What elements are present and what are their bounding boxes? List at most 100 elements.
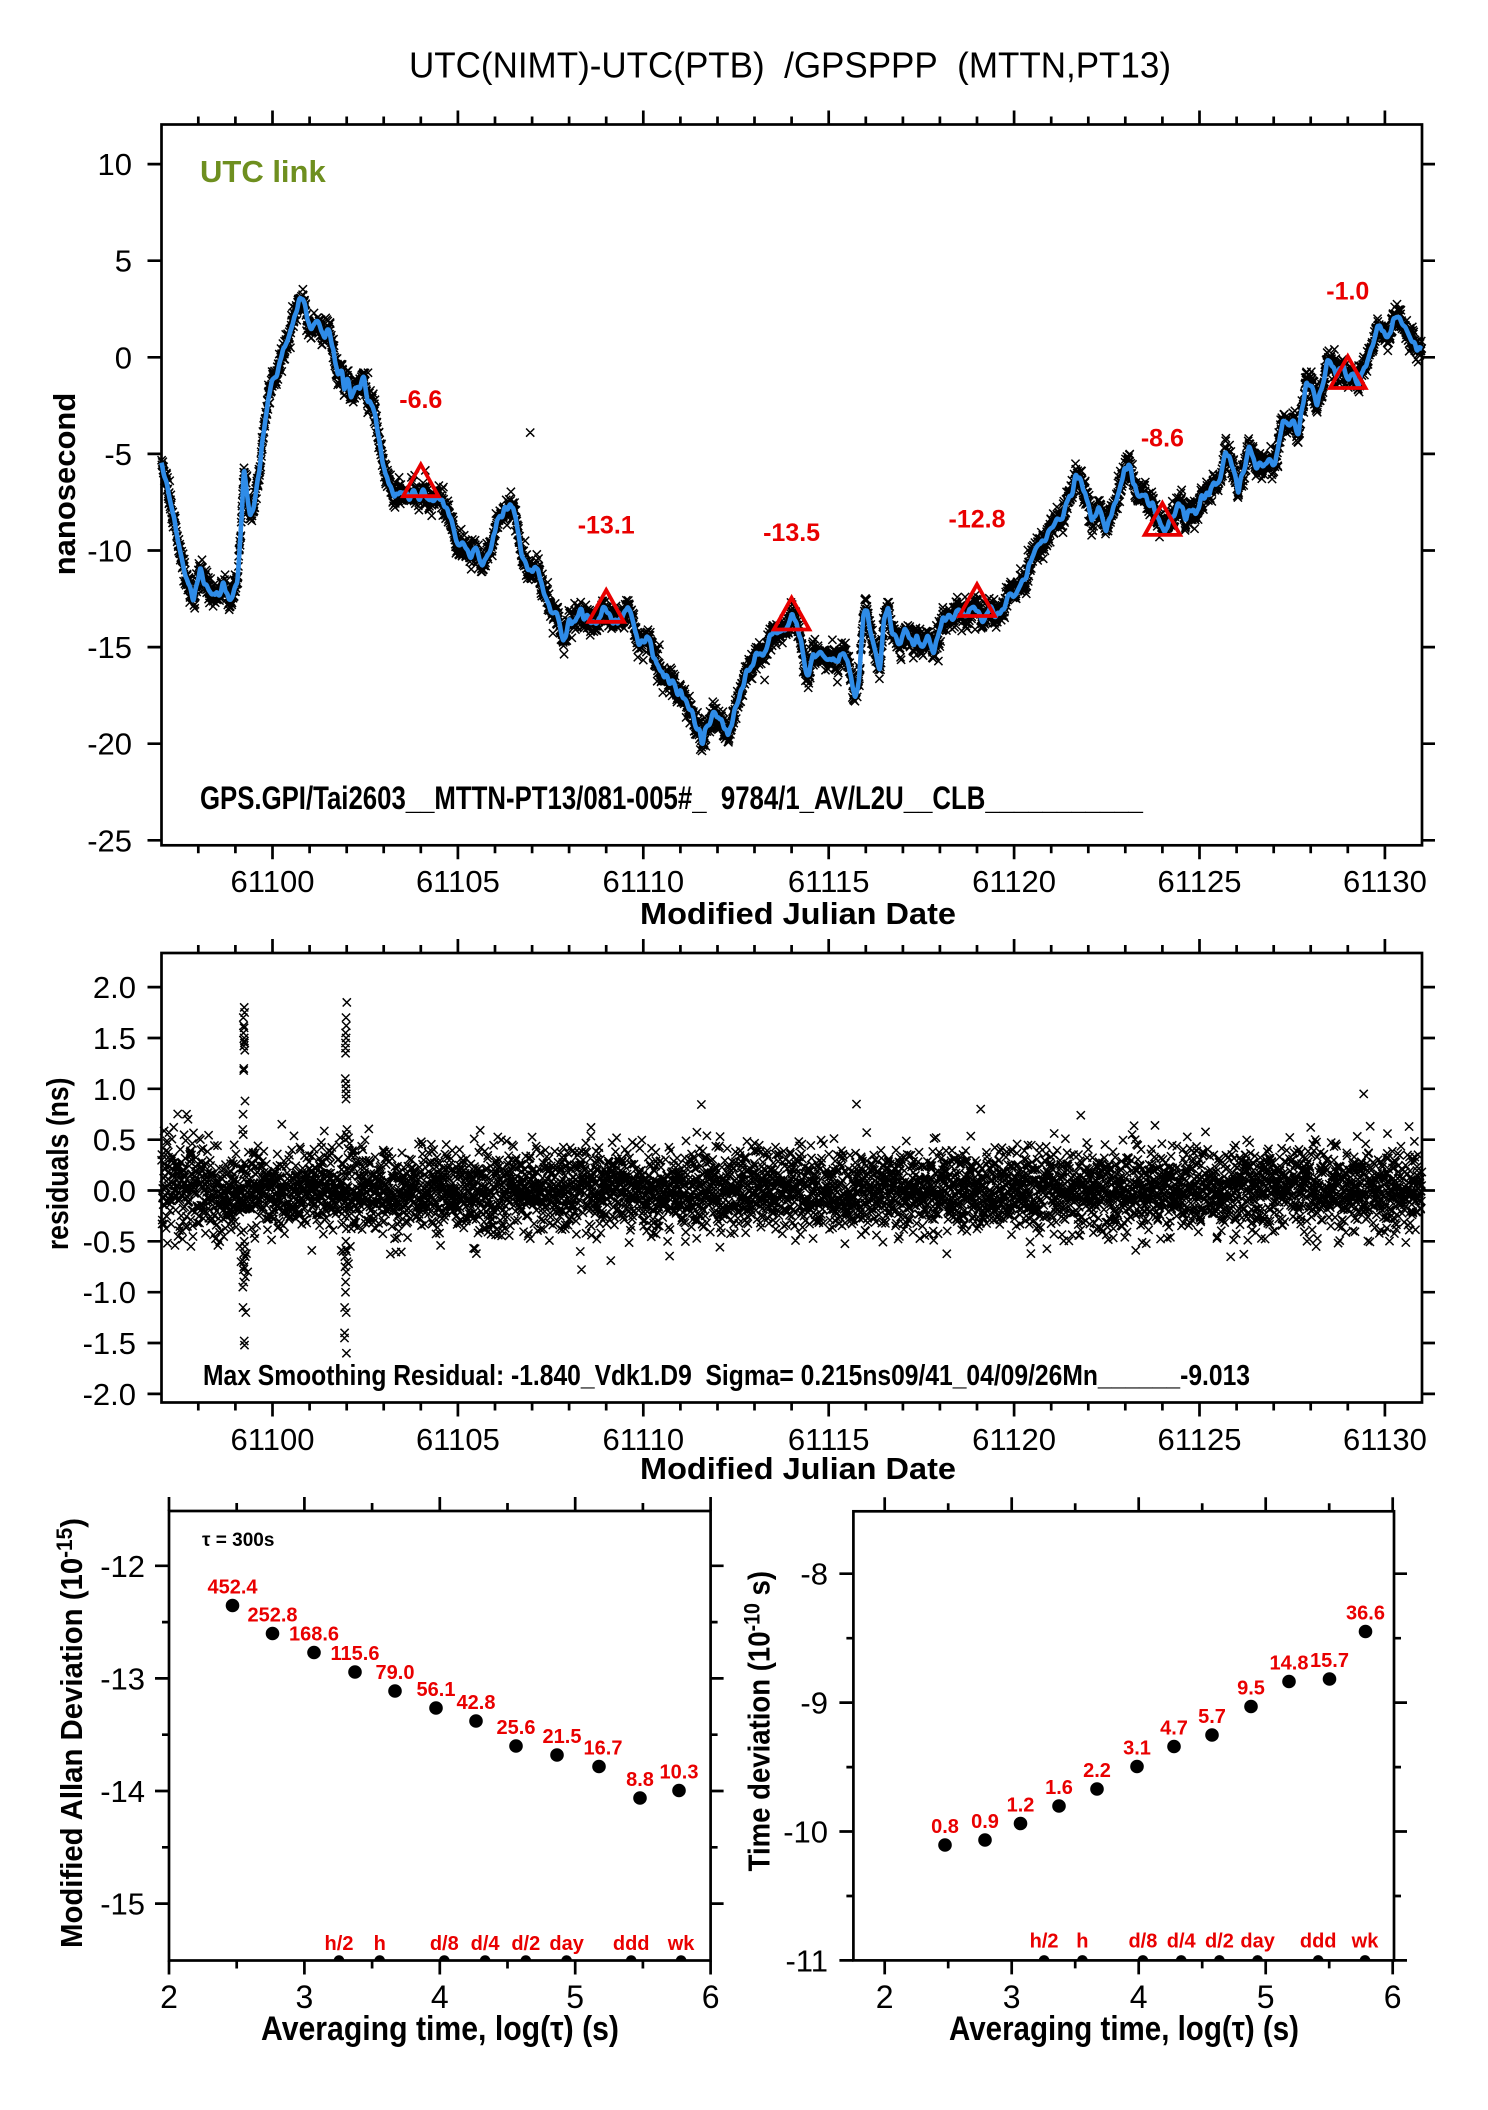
svg-text:-8: -8 bbox=[800, 1557, 828, 1592]
svg-text:-12: -12 bbox=[100, 1549, 145, 1584]
svg-text:4: 4 bbox=[431, 1979, 449, 2015]
svg-text:-10: -10 bbox=[783, 1815, 828, 1850]
svg-text:61130: 61130 bbox=[1343, 864, 1427, 899]
svg-text:day: day bbox=[549, 1933, 584, 1955]
svg-text:-11: -11 bbox=[785, 1943, 828, 1978]
svg-text:-9: -9 bbox=[800, 1686, 828, 1721]
svg-text:61105: 61105 bbox=[416, 1422, 500, 1457]
svg-text:4.7: 4.7 bbox=[1160, 1718, 1188, 1740]
svg-text:42.8: 42.8 bbox=[457, 1692, 496, 1714]
svg-text:-0.5: -0.5 bbox=[83, 1224, 136, 1259]
svg-text:wk: wk bbox=[667, 1933, 696, 1955]
svg-text:6: 6 bbox=[702, 1979, 720, 2015]
svg-text:2: 2 bbox=[876, 1979, 894, 2015]
svg-text:61100: 61100 bbox=[231, 1422, 315, 1457]
svg-text:61120: 61120 bbox=[972, 1422, 1056, 1457]
svg-text:-25: -25 bbox=[87, 823, 132, 858]
svg-text:61110: 61110 bbox=[602, 864, 684, 899]
svg-text:61125: 61125 bbox=[1158, 1422, 1242, 1457]
svg-text:Modified Allan Deviation (10-1: Modified Allan Deviation (10-15) bbox=[52, 1518, 89, 1948]
svg-text:9.5: 9.5 bbox=[1237, 1678, 1265, 1700]
svg-text:-1.0: -1.0 bbox=[83, 1275, 136, 1310]
svg-text:56.1: 56.1 bbox=[417, 1679, 456, 1701]
svg-text:61120: 61120 bbox=[972, 864, 1056, 899]
svg-text:452.4: 452.4 bbox=[207, 1577, 258, 1599]
svg-text:ddd: ddd bbox=[1300, 1931, 1337, 1953]
svg-text:10: 10 bbox=[98, 147, 132, 182]
svg-text:15.7: 15.7 bbox=[1310, 1650, 1349, 1672]
svg-text:61115: 61115 bbox=[788, 1422, 870, 1457]
svg-text:Modified Julian Date: Modified Julian Date bbox=[640, 1451, 956, 1486]
svg-text:-14: -14 bbox=[100, 1774, 145, 1809]
svg-text:2.2: 2.2 bbox=[1083, 1760, 1111, 1782]
svg-text:-15: -15 bbox=[87, 630, 132, 665]
svg-text:0.5: 0.5 bbox=[93, 1123, 136, 1158]
svg-text:3.1: 3.1 bbox=[1123, 1738, 1151, 1760]
svg-text:d/2: d/2 bbox=[1205, 1931, 1234, 1953]
svg-text:3: 3 bbox=[1003, 1979, 1021, 2015]
svg-text:nanosecond: nanosecond bbox=[47, 393, 82, 576]
svg-text:ddd: ddd bbox=[613, 1933, 650, 1955]
svg-text:Averaging time, log(τ) (s): Averaging time, log(τ) (s) bbox=[949, 2010, 1299, 2048]
svg-text:2.0: 2.0 bbox=[93, 970, 136, 1005]
svg-text:36.6: 36.6 bbox=[1346, 1603, 1385, 1625]
svg-text:τ = 300s: τ = 300s bbox=[202, 1530, 274, 1551]
svg-text:115.6: 115.6 bbox=[331, 1643, 380, 1665]
svg-text:h/2: h/2 bbox=[1030, 1931, 1059, 1953]
svg-text:16.7: 16.7 bbox=[584, 1738, 623, 1760]
svg-text:79.0: 79.0 bbox=[376, 1662, 415, 1684]
svg-text:4: 4 bbox=[1130, 1979, 1148, 2015]
svg-text:1.0: 1.0 bbox=[93, 1072, 136, 1107]
svg-text:0.0: 0.0 bbox=[93, 1174, 136, 1209]
svg-text:61110: 61110 bbox=[602, 1422, 684, 1457]
svg-text:-8.6: -8.6 bbox=[1141, 425, 1184, 453]
svg-text:0.8: 0.8 bbox=[931, 1816, 959, 1838]
svg-text:61105: 61105 bbox=[416, 864, 500, 899]
svg-text:5: 5 bbox=[1257, 1979, 1275, 2015]
svg-text:61115: 61115 bbox=[788, 864, 870, 899]
svg-text:-20: -20 bbox=[87, 727, 132, 762]
svg-text:10.3: 10.3 bbox=[660, 1762, 699, 1784]
svg-text:h/2: h/2 bbox=[325, 1933, 354, 1955]
svg-text:h: h bbox=[374, 1933, 386, 1955]
svg-text:-12.8: -12.8 bbox=[949, 506, 1006, 534]
svg-text:61125: 61125 bbox=[1158, 864, 1242, 899]
svg-text:25.6: 25.6 bbox=[497, 1717, 536, 1739]
svg-text:8.8: 8.8 bbox=[626, 1769, 654, 1791]
svg-text:5: 5 bbox=[115, 244, 132, 279]
svg-text:61100: 61100 bbox=[231, 864, 315, 899]
svg-text:d/4: d/4 bbox=[471, 1933, 501, 1955]
svg-text:-10: -10 bbox=[87, 534, 132, 569]
svg-text:d/4: d/4 bbox=[1167, 1931, 1197, 1953]
svg-text:1.6: 1.6 bbox=[1045, 1777, 1073, 1799]
svg-text:UTC link: UTC link bbox=[200, 154, 326, 189]
svg-text:14.8: 14.8 bbox=[1270, 1653, 1309, 1675]
svg-text:-6.6: -6.6 bbox=[399, 386, 442, 414]
svg-text:2: 2 bbox=[160, 1979, 178, 2015]
svg-text:Modified Julian Date: Modified Julian Date bbox=[640, 896, 956, 931]
svg-text:5: 5 bbox=[566, 1979, 584, 2015]
svg-text:3: 3 bbox=[296, 1979, 314, 2015]
svg-text:d/8: d/8 bbox=[430, 1933, 459, 1955]
svg-text:-1.0: -1.0 bbox=[1326, 278, 1369, 306]
svg-text:6: 6 bbox=[1384, 1979, 1402, 2015]
svg-text:5.7: 5.7 bbox=[1198, 1706, 1226, 1728]
svg-text:-1.5: -1.5 bbox=[83, 1326, 136, 1361]
svg-text:Averaging time, log(τ) (s): Averaging time, log(τ) (s) bbox=[261, 2010, 619, 2048]
svg-text:-13.5: -13.5 bbox=[763, 519, 820, 547]
svg-text:21.5: 21.5 bbox=[543, 1726, 582, 1748]
svg-text:Max Smoothing Residual: -1.840: Max Smoothing Residual: -1.840_Vdk1.D9 S… bbox=[203, 1360, 1250, 1392]
svg-text:d/2: d/2 bbox=[511, 1933, 540, 1955]
svg-text:residuals (ns): residuals (ns) bbox=[41, 1077, 75, 1250]
svg-text:1.2: 1.2 bbox=[1007, 1795, 1035, 1817]
svg-text:UTC(NIMT)-UTC(PTB) /GPSPPP (: UTC(NIMT)-UTC(PTB) /GPSPPP (MTTN,PT13) bbox=[409, 45, 1171, 86]
svg-text:0: 0 bbox=[115, 340, 132, 375]
svg-text:-15: -15 bbox=[100, 1887, 145, 1922]
svg-text:-2.0: -2.0 bbox=[83, 1377, 136, 1412]
svg-text:d/8: d/8 bbox=[1128, 1931, 1157, 1953]
svg-text:GPS.GPI/Tai2603__MTTN-PT13/081: GPS.GPI/Tai2603__MTTN-PT13/081-005#_ 978… bbox=[200, 780, 1144, 816]
svg-text:h: h bbox=[1076, 1931, 1088, 1953]
svg-text:1.5: 1.5 bbox=[93, 1021, 136, 1056]
svg-text:-13.1: -13.1 bbox=[578, 511, 635, 539]
svg-text:day: day bbox=[1240, 1931, 1275, 1953]
